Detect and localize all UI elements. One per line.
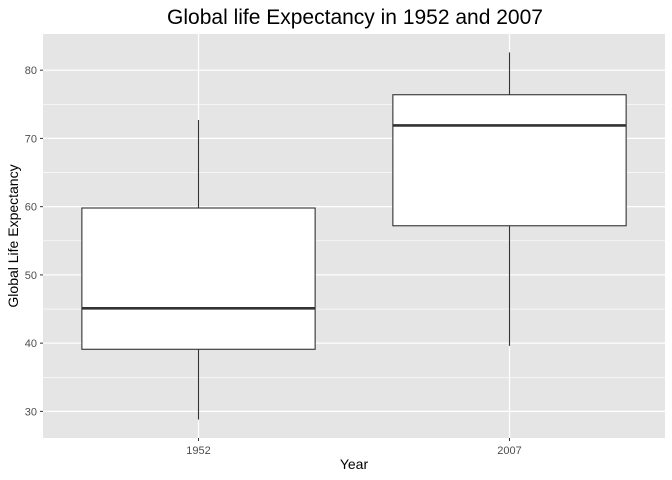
x-axis-title: Year — [340, 456, 369, 472]
y-tick-label: 60 — [25, 202, 37, 214]
y-tick-label: 30 — [25, 406, 37, 418]
y-axis-title: Global Life Expectancy — [5, 164, 21, 307]
boxes — [81, 52, 627, 420]
x-axis-ticks: 1952 2007 — [186, 438, 522, 457]
box-1952 — [81, 119, 316, 420]
y-tick-label: 50 — [25, 270, 37, 282]
x-tick-label: 2007 — [497, 445, 521, 457]
chart-title: Global life Expectancy in 1952 and 2007 — [167, 6, 543, 29]
x-tick-label: 1952 — [186, 445, 210, 457]
y-axis-ticks: 30 40 50 60 70 80 — [25, 65, 43, 418]
y-tick-label: 40 — [25, 338, 37, 350]
box-body — [81, 207, 316, 350]
y-tick-label: 70 — [25, 133, 37, 145]
box-2007 — [392, 52, 627, 346]
y-tick-label: 80 — [25, 65, 37, 77]
box-body — [392, 94, 627, 227]
